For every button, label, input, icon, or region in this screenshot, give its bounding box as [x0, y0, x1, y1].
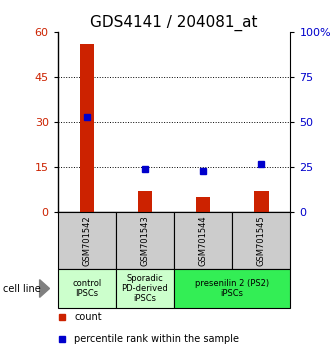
- Text: cell line: cell line: [3, 284, 41, 293]
- Bar: [116, 212, 174, 269]
- Text: GSM701544: GSM701544: [199, 215, 208, 266]
- Text: GSM701542: GSM701542: [82, 215, 91, 266]
- Text: Sporadic
PD-derived
iPSCs: Sporadic PD-derived iPSCs: [122, 274, 168, 303]
- Text: presenilin 2 (PS2)
iPSCs: presenilin 2 (PS2) iPSCs: [195, 279, 269, 298]
- Text: control
IPSCs: control IPSCs: [72, 279, 101, 298]
- Bar: [116, 269, 174, 308]
- Text: GSM701545: GSM701545: [257, 215, 266, 266]
- Bar: [196, 198, 211, 212]
- Bar: [174, 212, 232, 269]
- Bar: [58, 269, 116, 308]
- Polygon shape: [40, 280, 50, 297]
- Bar: [174, 269, 290, 308]
- Text: GSM701543: GSM701543: [141, 215, 149, 266]
- Bar: [138, 191, 152, 212]
- Bar: [58, 212, 116, 269]
- Title: GDS4141 / 204081_at: GDS4141 / 204081_at: [90, 14, 258, 30]
- Bar: [80, 44, 94, 212]
- Bar: [232, 212, 290, 269]
- Text: count: count: [74, 312, 102, 322]
- Bar: [254, 191, 269, 212]
- Text: percentile rank within the sample: percentile rank within the sample: [74, 333, 239, 344]
